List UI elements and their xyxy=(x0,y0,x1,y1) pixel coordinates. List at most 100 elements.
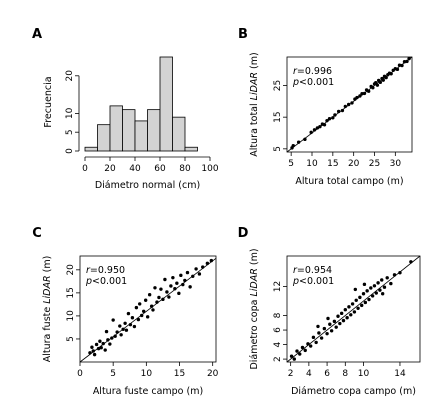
data-point xyxy=(341,318,346,323)
data-point xyxy=(395,67,400,72)
data-point xyxy=(350,101,354,105)
x-axis-label: Diámetro copa campo (m) xyxy=(291,386,416,397)
x-tick-label: 14 xyxy=(394,369,406,379)
p-value: <0.001 xyxy=(299,77,334,88)
data-point xyxy=(343,308,348,312)
y-label-italic: LiDAR xyxy=(42,275,53,303)
y-tick-label: 8 xyxy=(273,312,283,318)
data-point xyxy=(343,104,348,109)
histogram-bar xyxy=(184,146,198,152)
data-point xyxy=(130,316,135,320)
data-point xyxy=(372,284,377,288)
data-point xyxy=(171,275,175,280)
data-point xyxy=(389,281,393,286)
panel-letter: D xyxy=(238,226,249,241)
y-label-part: (m) xyxy=(249,248,260,268)
data-point xyxy=(101,341,105,346)
data-point xyxy=(139,313,144,318)
data-point xyxy=(90,345,94,349)
data-point xyxy=(115,330,119,334)
data-point xyxy=(329,329,334,333)
histogram-bar xyxy=(84,146,98,152)
data-point xyxy=(380,292,385,296)
x-tick-label: 20 xyxy=(348,159,360,169)
data-point xyxy=(400,63,404,68)
data-point xyxy=(334,325,338,329)
x-tick-label: 5 xyxy=(110,369,116,379)
data-point xyxy=(382,285,387,289)
histogram-bar xyxy=(134,120,148,152)
data-point xyxy=(358,295,362,300)
data-point xyxy=(367,297,371,302)
data-point xyxy=(292,357,296,361)
data-point xyxy=(201,265,205,269)
data-point xyxy=(409,260,413,264)
data-point xyxy=(397,63,402,67)
data-point xyxy=(104,329,109,334)
data-point xyxy=(355,95,359,100)
data-point xyxy=(338,321,342,326)
p-value-annotation: p<0.001 xyxy=(85,276,127,287)
data-point xyxy=(336,109,341,114)
y-label-italic: LiDAR xyxy=(249,72,260,100)
data-point xyxy=(360,92,364,96)
p-value: <0.001 xyxy=(299,276,334,287)
y-label-part: (m) xyxy=(249,52,260,72)
data-point xyxy=(319,336,324,340)
x-axis-label: Diámetro normal (cm) xyxy=(95,180,200,191)
y-label-italic: LiDAR xyxy=(249,268,260,296)
data-point xyxy=(322,326,327,331)
y-tick-label: 2 xyxy=(273,356,283,362)
data-point xyxy=(151,308,155,312)
data-point xyxy=(197,272,202,276)
data-point xyxy=(124,328,129,332)
data-point xyxy=(326,316,330,321)
data-point xyxy=(339,311,344,316)
data-point xyxy=(88,351,92,355)
data-point xyxy=(179,273,183,278)
data-point xyxy=(352,310,357,314)
y-axis-label: Altura total LiDAR (m) xyxy=(249,52,260,156)
y-tick-label: 25 xyxy=(273,80,283,91)
y-tick-label: 4 xyxy=(273,341,283,347)
data-point xyxy=(346,102,351,107)
data-point xyxy=(155,300,159,304)
plot-frame xyxy=(286,255,421,363)
data-point xyxy=(110,336,114,340)
data-point xyxy=(325,118,329,123)
data-point xyxy=(147,293,152,297)
data-point xyxy=(188,285,192,289)
x-tick-label: 25 xyxy=(369,159,380,169)
y-tick-label: 20 xyxy=(65,70,75,82)
y-label-part: Diámetro copa xyxy=(249,297,260,370)
data-point xyxy=(350,302,355,306)
x-tick-label: 8 xyxy=(342,369,348,379)
data-point xyxy=(159,287,163,291)
x-tick-label: 15 xyxy=(327,159,338,169)
data-point xyxy=(209,258,214,263)
panel-a: A 0 20 40 60 80 100 0 5 10 20 Diámetro normal (cm) F… xyxy=(32,27,219,191)
x-tick-label: 80 xyxy=(179,164,191,174)
data-point xyxy=(161,297,165,302)
data-point xyxy=(405,59,409,64)
data-point xyxy=(134,305,139,310)
x-tick-label: 0 xyxy=(77,369,83,379)
data-point xyxy=(143,298,148,302)
y-axis-label: Frecuencia xyxy=(43,76,54,127)
data-point xyxy=(173,287,177,291)
x-tick-label: 10 xyxy=(358,369,370,379)
data-point xyxy=(369,286,373,290)
histogram-bar xyxy=(109,105,123,152)
p-value: <0.001 xyxy=(92,276,127,287)
data-point xyxy=(98,339,102,343)
y-label-part: Altura fuste xyxy=(42,304,53,363)
data-point xyxy=(306,342,310,346)
data-point xyxy=(378,80,383,85)
data-point xyxy=(318,124,322,129)
data-point xyxy=(370,294,375,298)
data-point xyxy=(191,274,195,278)
data-point xyxy=(181,282,185,287)
data-point xyxy=(126,311,131,316)
data-point xyxy=(157,295,161,300)
